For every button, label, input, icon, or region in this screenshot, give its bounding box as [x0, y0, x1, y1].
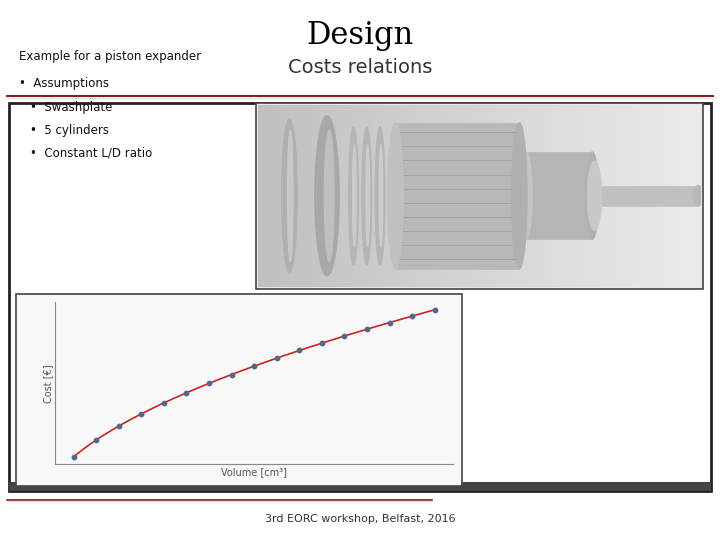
- Ellipse shape: [366, 145, 369, 247]
- Ellipse shape: [512, 123, 527, 268]
- Bar: [9, 103, 711, 491]
- Ellipse shape: [375, 126, 385, 265]
- Bar: [9, 482, 711, 491]
- Point: [294, 346, 305, 355]
- Ellipse shape: [379, 145, 383, 247]
- Point: [407, 312, 418, 320]
- Ellipse shape: [288, 130, 293, 261]
- Bar: [526, 152, 593, 239]
- Bar: [395, 123, 519, 268]
- Ellipse shape: [388, 123, 403, 268]
- Text: Costs relations: Costs relations: [288, 58, 432, 77]
- Point: [338, 332, 350, 340]
- Point: [429, 306, 441, 314]
- Text: Design: Design: [307, 19, 413, 51]
- Text: 3rd EORC workshop, Belfast, 2016: 3rd EORC workshop, Belfast, 2016: [265, 515, 455, 524]
- Bar: [16, 294, 462, 486]
- Ellipse shape: [362, 126, 372, 265]
- Point: [361, 325, 373, 334]
- Ellipse shape: [693, 186, 703, 206]
- Ellipse shape: [586, 152, 598, 239]
- Point: [384, 318, 395, 327]
- Text: •  Constant L/D ratio: • Constant L/D ratio: [30, 147, 153, 160]
- Point: [181, 388, 192, 397]
- Point: [68, 453, 79, 461]
- Point: [316, 339, 328, 347]
- Ellipse shape: [282, 119, 297, 272]
- X-axis label: Volume [cm³]: Volume [cm³]: [221, 467, 287, 477]
- Bar: [256, 103, 703, 289]
- Point: [90, 436, 102, 444]
- Ellipse shape: [348, 126, 359, 265]
- Text: Example for a piston expander: Example for a piston expander: [19, 50, 202, 63]
- Point: [271, 354, 282, 362]
- Point: [226, 370, 238, 379]
- Ellipse shape: [520, 152, 532, 239]
- Text: •  Assumptions: • Assumptions: [19, 77, 109, 90]
- Ellipse shape: [315, 116, 339, 276]
- Point: [203, 379, 215, 388]
- Point: [135, 410, 147, 418]
- Ellipse shape: [324, 130, 334, 261]
- Point: [248, 362, 260, 370]
- Ellipse shape: [353, 145, 356, 247]
- Y-axis label: Cost [€]: Cost [€]: [42, 364, 53, 403]
- Ellipse shape: [588, 161, 601, 231]
- Text: •  Swashplate: • Swashplate: [30, 102, 112, 114]
- Bar: [597, 186, 698, 206]
- Point: [113, 422, 125, 430]
- Text: •  5 cylinders: • 5 cylinders: [30, 124, 109, 137]
- Point: [158, 399, 170, 407]
